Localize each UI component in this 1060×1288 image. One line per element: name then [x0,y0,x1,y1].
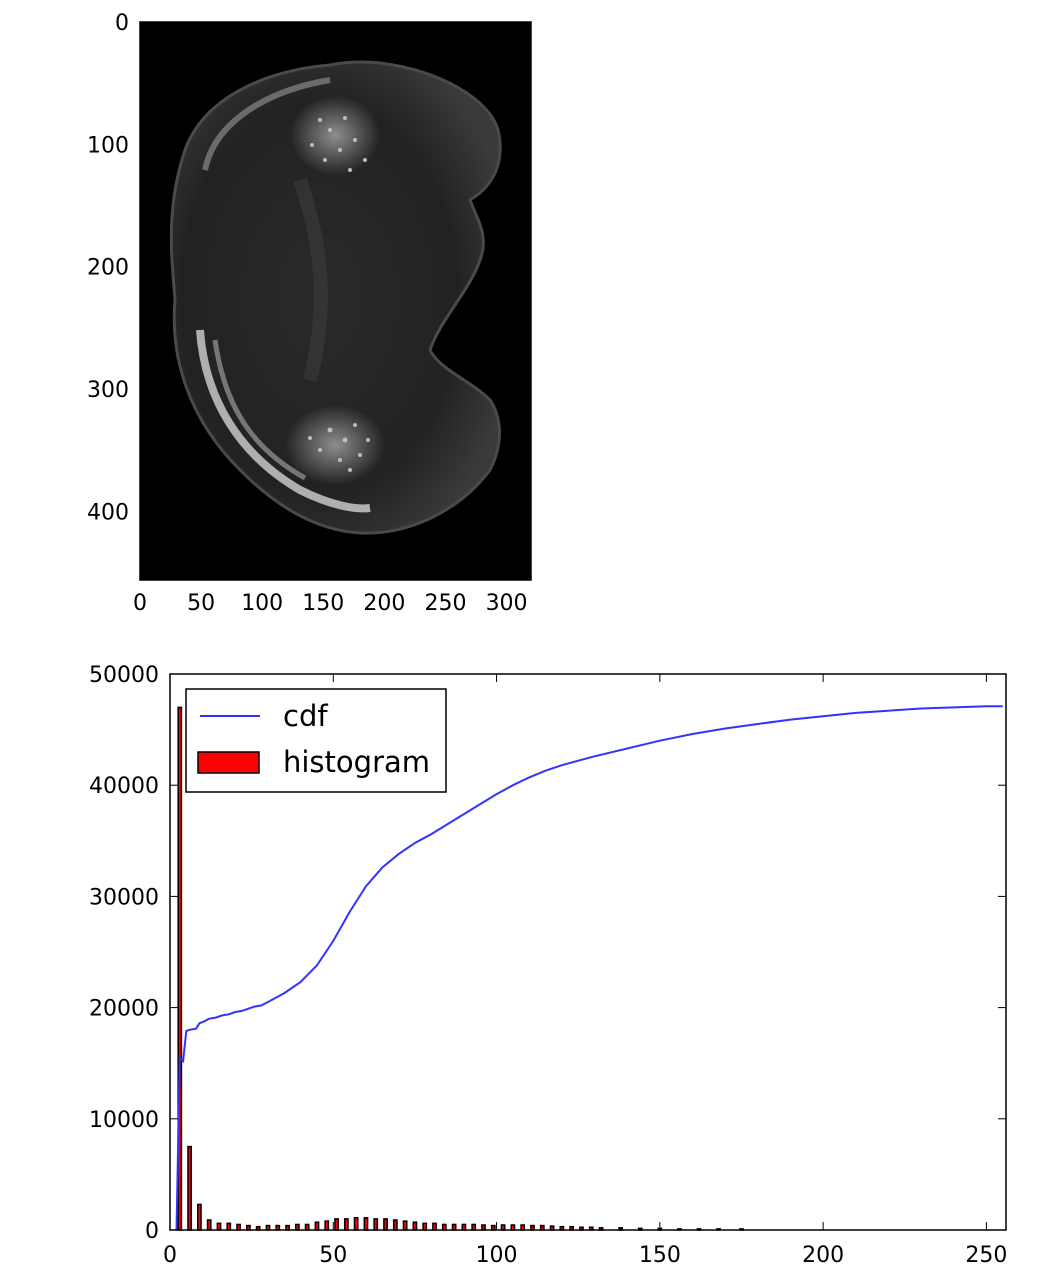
histogram-bar-15 [324,1220,330,1231]
histogram-bar-2 [197,1203,202,1231]
histogram-bar-5 [226,1222,232,1231]
legend-histogram-swatch [197,751,260,774]
histogram-bar-35 [520,1224,526,1231]
histogram-bar-1 [187,1145,192,1231]
histogram-bar-33 [500,1224,506,1231]
image-frame [139,21,532,581]
histogram-axes: 0 50 100 150 200 250 0 10000 20000 30000 40000 500… [89,663,1007,1268]
histogram-bar-17 [343,1218,349,1231]
histogram-bar-23 [402,1220,408,1231]
histogram-bar-3 [206,1219,212,1231]
histogram-x-tick-label-0: 0 [163,1243,177,1268]
histogram-bar-30 [471,1223,477,1231]
histogram-y-tick-label-3: 30000 [89,885,159,910]
image-y-tick-label-0: 0 [115,11,129,36]
cdf-line [175,705,1003,1231]
histogram-bar-22 [392,1219,398,1231]
histogram-bar-26 [432,1222,437,1231]
histogram-x-tick-label-3: 150 [639,1243,681,1268]
image-x-tick-label-1: 50 [187,591,215,616]
image-x-tick-label-5: 250 [424,591,466,616]
histogram-bar-18 [353,1217,359,1231]
plot-frame [169,673,1007,1231]
histogram-bar-34 [510,1224,516,1231]
histogram-x-tick-label-4: 200 [802,1243,844,1268]
image-x-tick-label-4: 200 [363,591,405,616]
histogram-bar-29 [461,1223,467,1231]
histogram-bar-25 [422,1222,428,1231]
histogram-bar-27 [441,1223,447,1231]
image-x-tick-label-6: 300 [486,591,528,616]
histogram-y-ticks: 0 10000 20000 30000 40000 50000 [89,663,1006,1244]
histogram-x-ticks: 0 50 100 150 200 250 [163,674,1007,1268]
histogram-y-tick-label-1: 10000 [89,1108,159,1133]
histogram-bar-16 [334,1218,339,1231]
image-x-tick-label-2: 100 [241,591,283,616]
image-x-ticks: 0 50 100 150 200 250 300 [133,22,528,616]
legend-box [185,688,447,793]
histogram-x-tick-label-2: 100 [476,1243,518,1268]
histogram-y-tick-label-4: 40000 [89,774,159,799]
histogram-bar-31 [481,1224,486,1231]
image-y-tick-label-4: 400 [87,500,129,525]
image-specimen [169,60,502,535]
histogram-y-tick-label-0: 0 [145,1219,159,1244]
image-x-tick-label-3: 150 [302,591,344,616]
histogram-bar-24 [412,1221,418,1231]
histogram-bar-20 [373,1218,379,1231]
histogram-y-tick-label-2: 20000 [89,997,159,1022]
histogram-bar-6 [236,1223,241,1231]
legend-histogram-label: histogram [283,745,430,779]
histogram-bar-12 [294,1223,300,1231]
histogram-bar-19 [363,1217,369,1231]
legend: cdf histogram [185,688,447,793]
image-y-ticks: 0 100 200 300 400 [87,11,531,525]
image-y-tick-label-1: 100 [87,133,129,158]
histogram-bar-13 [304,1223,310,1231]
histogram-bar-28 [451,1223,457,1231]
histogram-bar-21 [383,1218,388,1231]
histogram-y-tick-label-5: 50000 [89,663,159,688]
histogram-bar-4 [216,1222,222,1231]
image-x-tick-label-0: 0 [133,591,147,616]
histogram-x-tick-label-1: 50 [319,1243,347,1268]
histogram-bar-14 [314,1221,320,1231]
image-axes: 0 50 100 150 200 250 300 0 100 200 300 400 [87,11,532,616]
image-y-tick-label-2: 200 [87,256,129,281]
histogram-x-tick-label-5: 250 [965,1243,1007,1268]
legend-cdf-label: cdf [283,699,328,733]
image-y-tick-label-3: 300 [87,378,129,403]
